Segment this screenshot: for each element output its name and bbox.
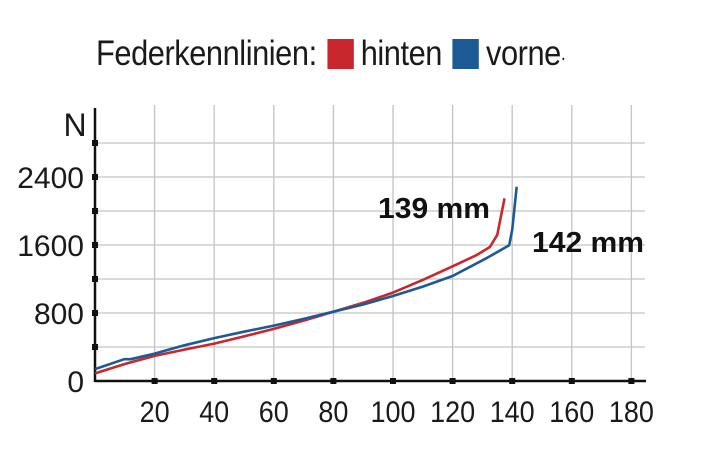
x-tick-label: 100 xyxy=(371,396,416,429)
x-tick-label: 20 xyxy=(140,396,170,429)
x-tick-label: 160 xyxy=(549,396,594,429)
chart-title-legend: Federkennlinien: hinten vorne . xyxy=(96,34,566,74)
x-tick-mark xyxy=(628,378,635,384)
legend-label-hinten: hinten xyxy=(360,34,443,73)
y-tick-label: 0 xyxy=(67,366,84,399)
x-tick-mark xyxy=(330,378,337,384)
y-tick-mark xyxy=(92,140,98,146)
x-tick-label: 40 xyxy=(199,396,229,429)
title-suffix: . xyxy=(560,42,566,65)
x-tick-mark xyxy=(568,378,575,384)
y-tick-label: 2400 xyxy=(17,162,84,195)
y-axis-label: N xyxy=(63,107,86,143)
x-tick-label: 120 xyxy=(430,396,475,429)
legend-swatch-hinten xyxy=(327,39,354,69)
y-tick-mark xyxy=(92,310,98,316)
x-tick-mark xyxy=(509,378,516,384)
end-label-vorne: 142 mm xyxy=(532,227,644,259)
y-tick-mark xyxy=(92,208,98,214)
y-tick-mark xyxy=(92,344,98,350)
x-tick-mark xyxy=(211,378,218,384)
series-line-vorne xyxy=(94,186,518,371)
legend-label-vorne: vorne xyxy=(485,34,561,73)
x-tick-label: 80 xyxy=(318,396,348,429)
legend-swatch-vorne xyxy=(452,39,479,69)
x-tick-label: 60 xyxy=(259,396,289,429)
x-tick-mark xyxy=(390,378,396,384)
end-label-hinten: 139 mm xyxy=(378,193,490,225)
y-tick-label: 800 xyxy=(34,298,84,331)
y-tick-label: 1600 xyxy=(17,230,84,263)
x-tick-mark xyxy=(270,378,277,384)
y-tick-mark xyxy=(92,174,98,180)
x-tick-label: 180 xyxy=(609,396,654,429)
chart-title: Federkennlinien: xyxy=(96,34,317,73)
x-tick-label: 140 xyxy=(490,396,535,429)
x-tick-mark xyxy=(151,378,158,384)
y-tick-mark xyxy=(92,242,98,248)
y-tick-mark xyxy=(92,276,98,282)
x-tick-mark xyxy=(449,378,456,384)
